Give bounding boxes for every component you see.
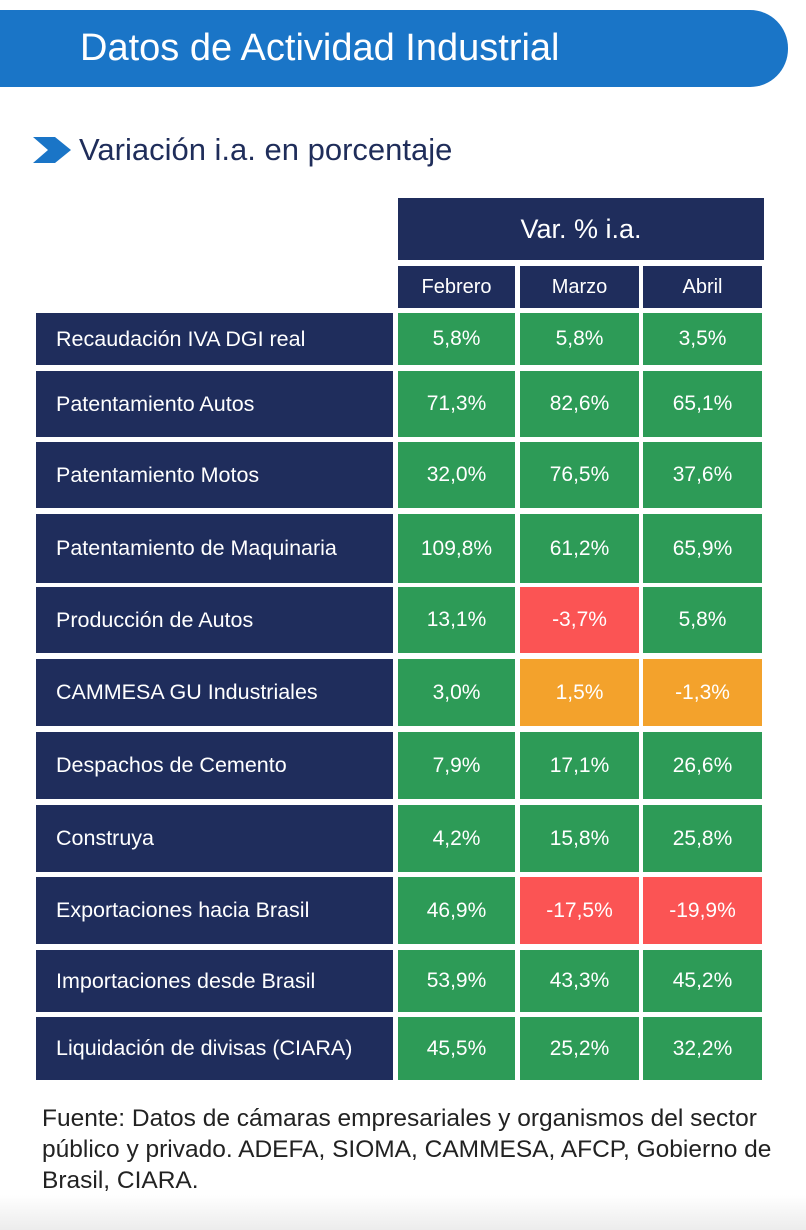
- chevron-right-icon: [33, 137, 71, 163]
- subtitle-text: Variación i.a. en porcentaje: [79, 132, 453, 167]
- value-cell: 3,0%: [398, 659, 515, 726]
- value-cell: -17,5%: [520, 877, 639, 944]
- row-label: CAMMESA GU Industriales: [36, 659, 393, 726]
- row-label: Patentamiento Motos: [36, 442, 393, 508]
- source-note: Fuente: Datos de cámaras empresariales y…: [42, 1105, 772, 1194]
- value-cell: -3,7%: [520, 587, 639, 653]
- value-cell: 37,6%: [643, 442, 762, 508]
- group-header: Var. % i.a.: [398, 198, 764, 260]
- month-header-1: Febrero: [398, 266, 515, 308]
- value-cell: 53,9%: [398, 950, 515, 1012]
- value-cell: -1,3%: [643, 659, 762, 726]
- row-label: Construya: [36, 805, 393, 872]
- value-cell: 5,8%: [398, 313, 515, 365]
- section-subtitle: Variación i.a. en porcentaje: [33, 128, 452, 172]
- value-cell: 15,8%: [520, 805, 639, 872]
- value-cell: 71,3%: [398, 371, 515, 437]
- row-label: Despachos de Cemento: [36, 732, 393, 799]
- value-cell: 65,1%: [643, 371, 762, 437]
- row-label: Producción de Autos: [36, 587, 393, 653]
- value-cell: 45,2%: [643, 950, 762, 1012]
- value-cell: 5,8%: [520, 313, 639, 365]
- value-cell: 7,9%: [398, 732, 515, 799]
- value-cell: -19,9%: [643, 877, 762, 944]
- value-cell: 3,5%: [643, 313, 762, 365]
- row-label: Exportaciones hacia Brasil: [36, 877, 393, 944]
- month-header-2: Marzo: [520, 266, 639, 308]
- row-label: Patentamiento Autos: [36, 371, 393, 437]
- value-cell: 32,2%: [643, 1017, 762, 1080]
- page-title: Datos de Actividad Industrial: [80, 27, 560, 69]
- value-cell: 61,2%: [520, 514, 639, 583]
- value-cell: 17,1%: [520, 732, 639, 799]
- row-label: Liquidación de divisas (CIARA): [36, 1017, 393, 1080]
- value-cell: 46,9%: [398, 877, 515, 944]
- row-label: Patentamiento de Maquinaria: [36, 514, 393, 583]
- value-cell: 25,8%: [643, 805, 762, 872]
- row-label: Importaciones desde Brasil: [36, 950, 393, 1012]
- page-title-banner: Datos de Actividad Industrial: [0, 10, 788, 87]
- value-cell: 26,6%: [643, 732, 762, 799]
- value-cell: 4,2%: [398, 805, 515, 872]
- value-cell: 82,6%: [520, 371, 639, 437]
- value-cell: 76,5%: [520, 442, 639, 508]
- value-cell: 45,5%: [398, 1017, 515, 1080]
- value-cell: 5,8%: [643, 587, 762, 653]
- value-cell: 25,2%: [520, 1017, 639, 1080]
- value-cell: 43,3%: [520, 950, 639, 1012]
- value-cell: 13,1%: [398, 587, 515, 653]
- value-cell: 1,5%: [520, 659, 639, 726]
- month-header-3: Abril: [643, 266, 762, 308]
- value-cell: 109,8%: [398, 514, 515, 583]
- page-bottom-shade: [0, 1195, 806, 1230]
- value-cell: 65,9%: [643, 514, 762, 583]
- row-label: Recaudación IVA DGI real: [36, 313, 393, 365]
- value-cell: 32,0%: [398, 442, 515, 508]
